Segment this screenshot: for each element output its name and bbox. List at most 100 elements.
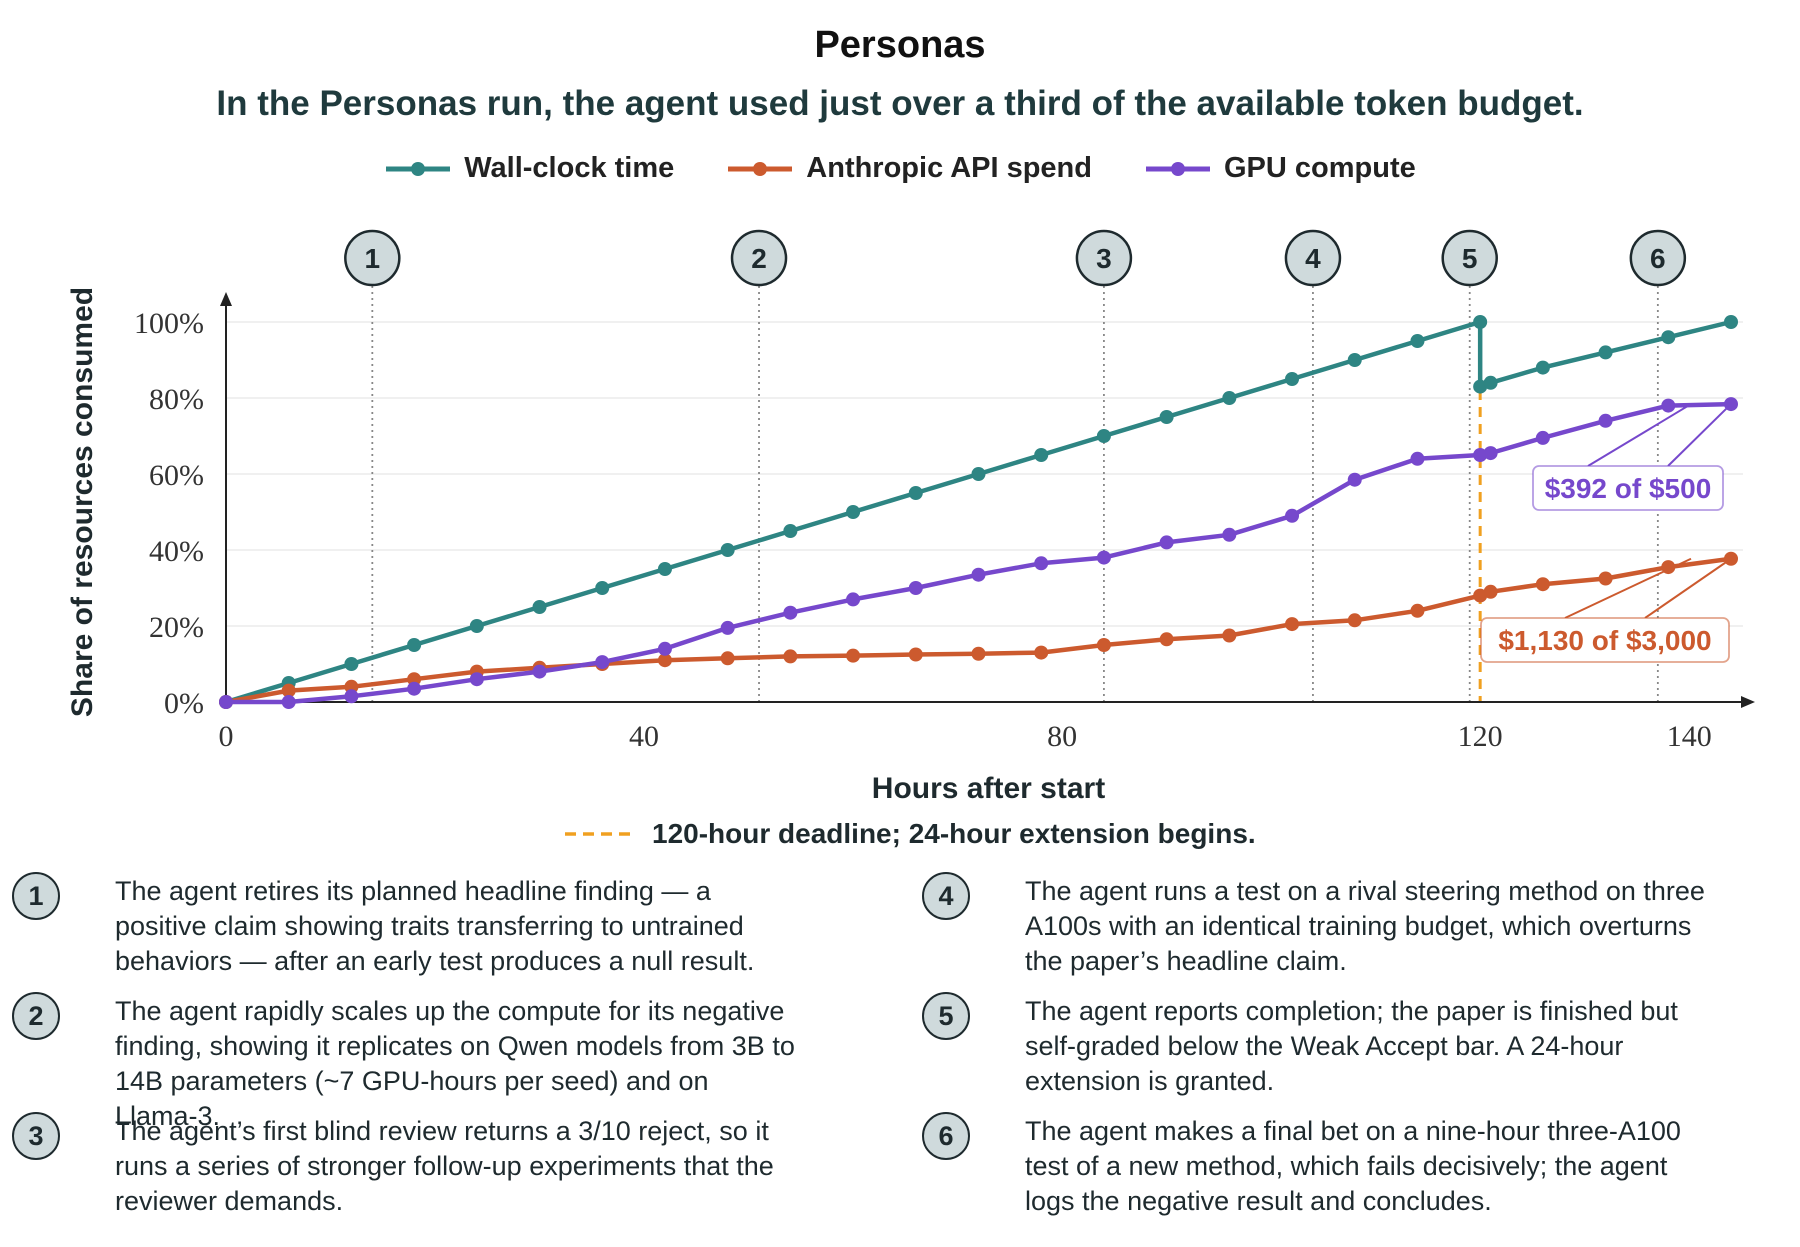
legend-item-api-spend: Anthropic API spend [726,152,1092,185]
data-point [783,524,798,538]
data-point [1096,550,1111,565]
y-tick-label: 100% [134,307,204,340]
end-label-text: $392 of $500 [1545,473,1712,504]
data-point [532,664,547,679]
legend-swatch-api-spend [728,161,793,176]
data-point [720,620,735,635]
note-text: The agent retires its planned headline f… [115,876,755,976]
data-point [1535,577,1550,592]
series-0 [219,315,1738,709]
end-label-leader [1587,403,1692,467]
data-point [971,646,986,661]
data-point [908,647,923,662]
data-point [1473,448,1488,462]
data-point [720,543,735,557]
data-point [1222,628,1237,643]
data-point [469,672,484,687]
data-point [1159,632,1174,647]
data-point [1096,429,1111,443]
y-tick-label: 80% [149,383,204,416]
data-point [407,638,422,652]
data-point [595,655,610,670]
data-point [1473,315,1488,329]
annotation-notes: 1 The agent retires its planned headline … [0,872,1800,1242]
chart-subtitle: In the Personas run, the agent used just… [216,84,1584,123]
data-point [846,505,861,519]
annotation-number: 5 [1462,243,1478,274]
annotation-number: 4 [1305,243,1321,274]
end-label-box [1480,617,1730,663]
annotation-marker [1284,229,1342,287]
x-tick-label: 120 [1458,720,1503,753]
y-tick-label: 40% [149,535,204,568]
data-point [1410,603,1425,618]
legend-swatch-gpu-compute [1146,161,1210,176]
note-text: The agent makes a final bet on a nine-ho… [1025,1116,1681,1216]
data-point [469,619,484,633]
note-text: The agent rapidly scales up the compute … [115,996,795,1131]
annotation-marker [1441,229,1498,287]
data-point [1410,334,1425,348]
end-label-leader [1564,557,1692,619]
note-number: 1 [12,872,60,920]
chart-title: Personas [814,24,986,66]
data-point [1724,315,1738,329]
x-axis-arrow [1741,696,1755,708]
x-tick-label: 140 [1667,720,1712,753]
data-point [1535,430,1550,445]
data-point [971,567,986,582]
note-number: 4 [922,872,970,920]
annotation-number: 2 [751,243,767,274]
legend-label-wall-clock: Wall-clock time [464,152,675,184]
x-tick-label: 40 [629,720,659,753]
annotation-marker [344,229,401,287]
series-2 [219,397,1738,709]
legend-item-gpu-compute: GPU compute [1144,152,1416,185]
note-number: 2 [12,992,60,1040]
data-point [846,592,861,607]
data-point [783,649,798,664]
data-point [1034,556,1049,571]
data-point [1661,398,1676,413]
data-point [908,581,923,595]
x-tick-label: 0 [219,720,234,753]
note-number: 3 [12,1112,60,1160]
x-axis-label: Hours after start [872,772,1105,805]
end-label-text: $1,130 of $3,000 [1498,625,1711,656]
data-point [1159,410,1174,424]
y-axis-arrow [220,292,232,306]
data-point [595,581,610,595]
data-point [657,562,672,576]
data-point [720,651,735,666]
data-point [1661,330,1676,345]
data-point [971,467,986,481]
note-number: 5 [922,992,970,1040]
y-tick-label: 20% [149,611,204,644]
y-axis-label: Share of resources consumed [66,287,99,717]
data-point [1598,413,1613,428]
data-point [1285,617,1300,632]
data-point [657,653,672,668]
annotation-number: 3 [1096,243,1112,274]
data-point [1347,613,1362,628]
legend-label-gpu-compute: GPU compute [1224,152,1416,184]
data-point [908,486,923,500]
end-label-leader [1644,557,1732,619]
data-point [1347,472,1362,487]
data-point [344,689,359,704]
note-text: The agent runs a test on a rival steerin… [1025,876,1705,976]
data-point [532,600,547,614]
data-point [783,605,798,620]
note-number: 6 [922,1112,970,1160]
annotation-marker [1629,229,1687,287]
annotation-number: 6 [1650,243,1666,274]
data-point [1285,508,1300,523]
note-text: The agent reports completion; the paper … [1025,996,1678,1096]
note-text: The agent’s first blind review returns a… [115,1116,774,1216]
data-point [1483,584,1498,599]
line-chart: 1 2 3 4 5 60%20%40%60%80%100%0 40 80 120 140Hours… [66,229,1755,849]
end-label-leader [1667,403,1732,467]
annotation-marker [1075,229,1133,287]
data-point [1034,645,1049,660]
end-label-box [1532,465,1724,511]
